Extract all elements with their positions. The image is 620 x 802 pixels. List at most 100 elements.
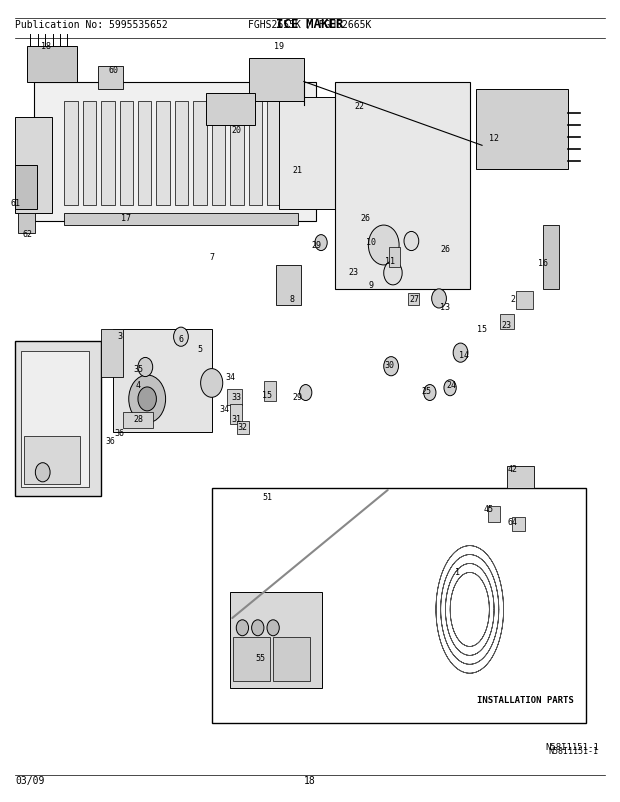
Text: ICE MAKER: ICE MAKER bbox=[277, 18, 343, 30]
Text: 60: 60 bbox=[108, 66, 118, 75]
Bar bbox=[98, 67, 123, 91]
Circle shape bbox=[35, 463, 50, 482]
Bar bbox=[156, 103, 170, 206]
Text: 32: 32 bbox=[237, 422, 247, 431]
Bar bbox=[24, 437, 79, 484]
Bar bbox=[64, 214, 298, 226]
Bar bbox=[101, 103, 115, 206]
Circle shape bbox=[138, 358, 153, 377]
Text: 26: 26 bbox=[360, 213, 370, 222]
Bar bbox=[206, 95, 255, 126]
Bar bbox=[138, 103, 151, 206]
Text: 36: 36 bbox=[105, 437, 115, 446]
Text: 61: 61 bbox=[10, 199, 20, 208]
Bar bbox=[500, 315, 514, 330]
Text: INSTALLATION PARTS: INSTALLATION PARTS bbox=[477, 695, 574, 703]
Bar bbox=[227, 390, 242, 406]
Bar bbox=[18, 214, 35, 233]
Circle shape bbox=[201, 369, 223, 398]
Bar bbox=[249, 59, 304, 103]
Bar bbox=[249, 103, 262, 206]
Text: 25: 25 bbox=[422, 387, 432, 396]
Bar bbox=[233, 638, 270, 682]
Text: 34: 34 bbox=[219, 404, 229, 414]
Text: 62: 62 bbox=[22, 229, 32, 238]
Bar bbox=[230, 592, 322, 688]
Text: 29: 29 bbox=[311, 241, 321, 250]
Bar bbox=[82, 103, 96, 206]
Text: 03/09: 03/09 bbox=[15, 775, 45, 785]
Circle shape bbox=[368, 226, 399, 265]
Text: 6: 6 bbox=[179, 334, 184, 343]
Bar bbox=[211, 488, 587, 723]
Text: 12: 12 bbox=[489, 134, 499, 143]
Circle shape bbox=[384, 357, 399, 376]
Text: 2: 2 bbox=[510, 294, 515, 303]
Text: 33: 33 bbox=[231, 392, 241, 402]
Bar bbox=[230, 103, 244, 206]
Bar bbox=[27, 47, 76, 83]
Text: 8: 8 bbox=[289, 294, 294, 303]
Circle shape bbox=[267, 620, 279, 636]
Text: 24: 24 bbox=[446, 381, 456, 390]
Bar bbox=[237, 422, 249, 435]
Bar bbox=[273, 638, 310, 682]
Text: 15: 15 bbox=[262, 390, 272, 399]
Bar bbox=[516, 292, 533, 310]
Bar bbox=[389, 247, 400, 267]
Bar bbox=[175, 103, 188, 206]
Bar bbox=[120, 103, 133, 206]
Circle shape bbox=[423, 385, 436, 401]
Circle shape bbox=[138, 387, 156, 411]
Text: 14: 14 bbox=[459, 350, 469, 359]
Bar bbox=[409, 294, 419, 306]
Bar bbox=[264, 381, 276, 401]
Text: 11: 11 bbox=[385, 257, 395, 266]
Circle shape bbox=[299, 385, 312, 401]
Bar bbox=[512, 517, 525, 532]
Circle shape bbox=[384, 261, 402, 286]
Bar bbox=[33, 83, 316, 222]
Text: 10: 10 bbox=[366, 237, 376, 246]
Bar bbox=[335, 83, 470, 290]
Bar bbox=[276, 265, 301, 306]
Bar bbox=[193, 103, 207, 206]
Text: 15: 15 bbox=[477, 325, 487, 334]
Text: 34: 34 bbox=[225, 373, 235, 382]
Bar bbox=[64, 103, 78, 206]
Bar bbox=[476, 91, 568, 170]
Text: 23: 23 bbox=[502, 321, 512, 330]
Circle shape bbox=[453, 343, 468, 363]
Text: 28: 28 bbox=[133, 414, 143, 423]
Text: 31: 31 bbox=[231, 414, 241, 423]
Circle shape bbox=[404, 232, 418, 251]
Text: 27: 27 bbox=[409, 294, 420, 303]
Circle shape bbox=[129, 375, 166, 423]
Text: 9: 9 bbox=[369, 281, 374, 290]
Text: 1: 1 bbox=[455, 568, 460, 577]
Text: 42: 42 bbox=[508, 464, 518, 473]
Bar bbox=[15, 166, 37, 210]
Circle shape bbox=[444, 380, 456, 396]
Text: 45: 45 bbox=[483, 504, 493, 513]
Text: 5: 5 bbox=[197, 345, 202, 354]
Text: 16: 16 bbox=[539, 259, 549, 268]
Text: 18: 18 bbox=[41, 42, 51, 51]
Bar bbox=[544, 226, 559, 290]
Text: Publication No: 5995535652: Publication No: 5995535652 bbox=[15, 20, 168, 30]
Bar bbox=[211, 103, 225, 206]
Text: 30: 30 bbox=[385, 361, 395, 370]
Text: 22: 22 bbox=[354, 102, 364, 111]
Circle shape bbox=[252, 620, 264, 636]
Text: 17: 17 bbox=[121, 213, 131, 222]
Bar bbox=[123, 413, 153, 429]
Text: 7: 7 bbox=[209, 253, 214, 262]
Bar bbox=[15, 118, 52, 214]
Bar bbox=[21, 351, 89, 487]
Text: 29: 29 bbox=[293, 392, 303, 402]
Text: 4: 4 bbox=[135, 381, 141, 390]
Circle shape bbox=[315, 235, 327, 251]
Bar bbox=[267, 103, 280, 206]
Text: FGHS2655K / FGHS2665K: FGHS2655K / FGHS2665K bbox=[249, 20, 371, 30]
Text: 13: 13 bbox=[440, 302, 450, 311]
